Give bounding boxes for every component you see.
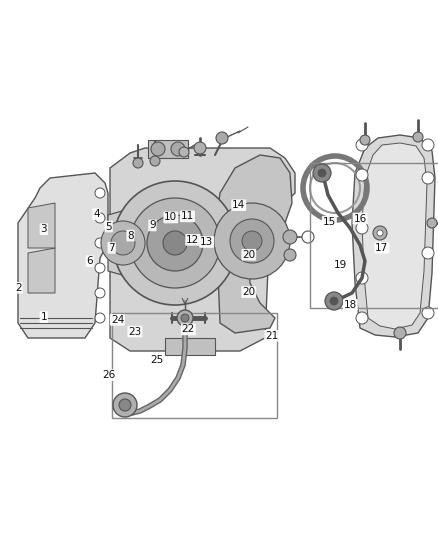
Circle shape <box>422 172 434 184</box>
Circle shape <box>179 147 189 157</box>
Circle shape <box>356 139 368 151</box>
Bar <box>112 313 277 418</box>
Circle shape <box>194 142 206 154</box>
Text: 14: 14 <box>232 200 245 210</box>
Circle shape <box>283 230 297 244</box>
Circle shape <box>373 226 387 240</box>
Circle shape <box>163 231 187 255</box>
Circle shape <box>427 218 437 228</box>
Text: 2: 2 <box>15 283 22 293</box>
Circle shape <box>356 272 368 284</box>
Circle shape <box>313 164 331 182</box>
Text: 4: 4 <box>93 209 100 219</box>
Circle shape <box>230 219 274 263</box>
Circle shape <box>95 238 105 248</box>
Text: 8: 8 <box>127 231 134 240</box>
Circle shape <box>177 310 193 326</box>
Circle shape <box>101 221 145 265</box>
Circle shape <box>95 263 105 273</box>
Polygon shape <box>28 248 55 293</box>
Circle shape <box>113 393 137 417</box>
Circle shape <box>422 139 434 151</box>
Circle shape <box>171 142 185 156</box>
Polygon shape <box>108 211 138 275</box>
Circle shape <box>422 247 434 259</box>
Polygon shape <box>28 203 55 248</box>
Text: 17: 17 <box>375 243 389 253</box>
Circle shape <box>133 158 143 168</box>
Circle shape <box>377 230 383 236</box>
Circle shape <box>356 169 368 181</box>
Circle shape <box>150 156 160 166</box>
Text: 7: 7 <box>108 243 115 253</box>
Circle shape <box>113 181 237 305</box>
Circle shape <box>95 288 105 298</box>
Circle shape <box>360 135 370 145</box>
Circle shape <box>130 198 220 288</box>
Circle shape <box>356 312 368 324</box>
Text: 13: 13 <box>200 237 213 247</box>
Polygon shape <box>215 155 292 333</box>
Text: 20: 20 <box>242 250 255 260</box>
Circle shape <box>95 313 105 323</box>
Text: 1: 1 <box>40 312 47 322</box>
Circle shape <box>330 297 338 305</box>
Polygon shape <box>352 135 435 337</box>
Text: 5: 5 <box>105 222 112 231</box>
Text: 11: 11 <box>181 212 194 221</box>
Circle shape <box>318 169 326 177</box>
Circle shape <box>151 142 165 156</box>
Circle shape <box>413 132 423 142</box>
Text: 10: 10 <box>164 213 177 222</box>
Polygon shape <box>362 143 427 329</box>
Text: 6: 6 <box>86 256 93 266</box>
Polygon shape <box>165 338 215 355</box>
Circle shape <box>119 399 131 411</box>
Text: 24: 24 <box>111 315 124 325</box>
Text: 26: 26 <box>102 370 115 380</box>
Text: 19: 19 <box>334 260 347 270</box>
Text: 23: 23 <box>128 327 141 336</box>
Text: 9: 9 <box>149 221 156 230</box>
Circle shape <box>181 314 189 322</box>
Circle shape <box>216 132 228 144</box>
Text: 22: 22 <box>182 325 195 334</box>
Text: 16: 16 <box>353 214 367 223</box>
Text: 21: 21 <box>265 331 278 341</box>
Text: 20: 20 <box>242 287 255 297</box>
Circle shape <box>95 188 105 198</box>
Circle shape <box>394 327 406 339</box>
Bar <box>148 140 188 158</box>
Circle shape <box>422 307 434 319</box>
Bar <box>310 163 438 308</box>
Text: 25: 25 <box>150 355 163 365</box>
Circle shape <box>284 249 296 261</box>
Text: 12: 12 <box>186 235 199 245</box>
Circle shape <box>242 231 262 251</box>
Circle shape <box>356 222 368 234</box>
Polygon shape <box>18 173 108 338</box>
Circle shape <box>302 231 314 243</box>
Circle shape <box>325 292 343 310</box>
Text: 18: 18 <box>344 300 357 310</box>
Circle shape <box>214 203 290 279</box>
Circle shape <box>147 215 203 271</box>
Polygon shape <box>110 148 295 351</box>
Circle shape <box>111 231 135 255</box>
Circle shape <box>95 213 105 223</box>
Text: 3: 3 <box>40 224 47 234</box>
Text: 15: 15 <box>323 217 336 227</box>
